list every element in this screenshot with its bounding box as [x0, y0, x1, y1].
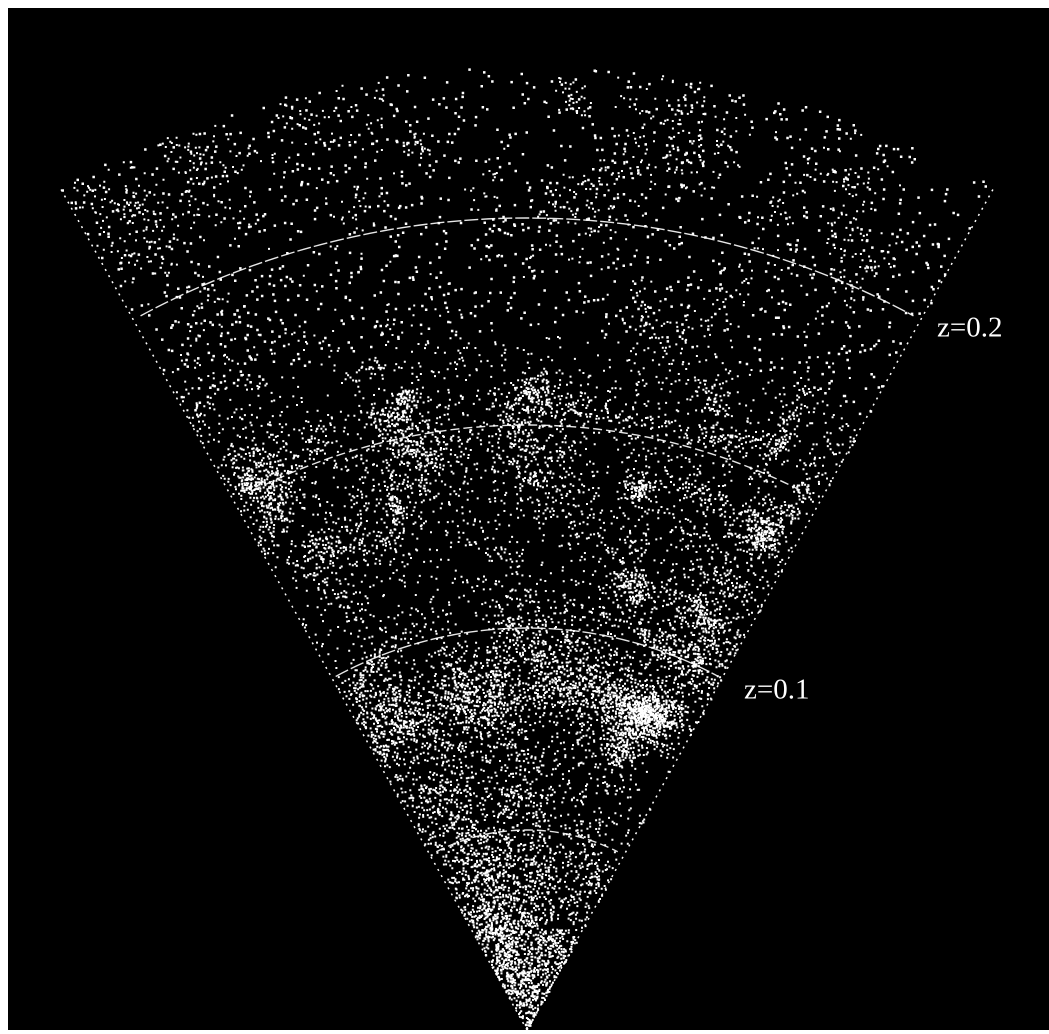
background: [8, 8, 1049, 1030]
redshift-label: z=0.1: [744, 674, 809, 706]
cone-structure: [58, 185, 996, 1031]
redshift-arc: [140, 217, 914, 317]
redshift-arc: [252, 424, 802, 492]
redshift-arc: [335, 627, 719, 678]
redshift-label: z=0.2: [937, 312, 1002, 344]
redshift-arc: [435, 829, 619, 853]
